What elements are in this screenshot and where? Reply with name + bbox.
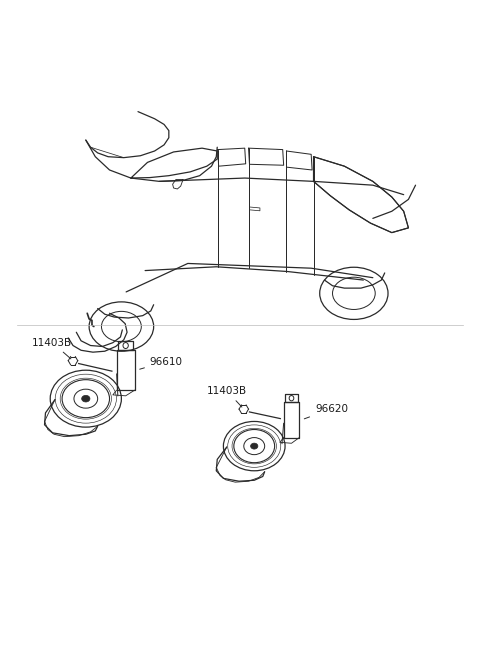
Text: 11403B: 11403B [207, 386, 247, 407]
Text: 96620: 96620 [304, 404, 348, 419]
Ellipse shape [251, 443, 258, 449]
Text: 96610: 96610 [140, 356, 183, 369]
Text: 11403B: 11403B [32, 337, 72, 359]
Ellipse shape [82, 396, 90, 402]
